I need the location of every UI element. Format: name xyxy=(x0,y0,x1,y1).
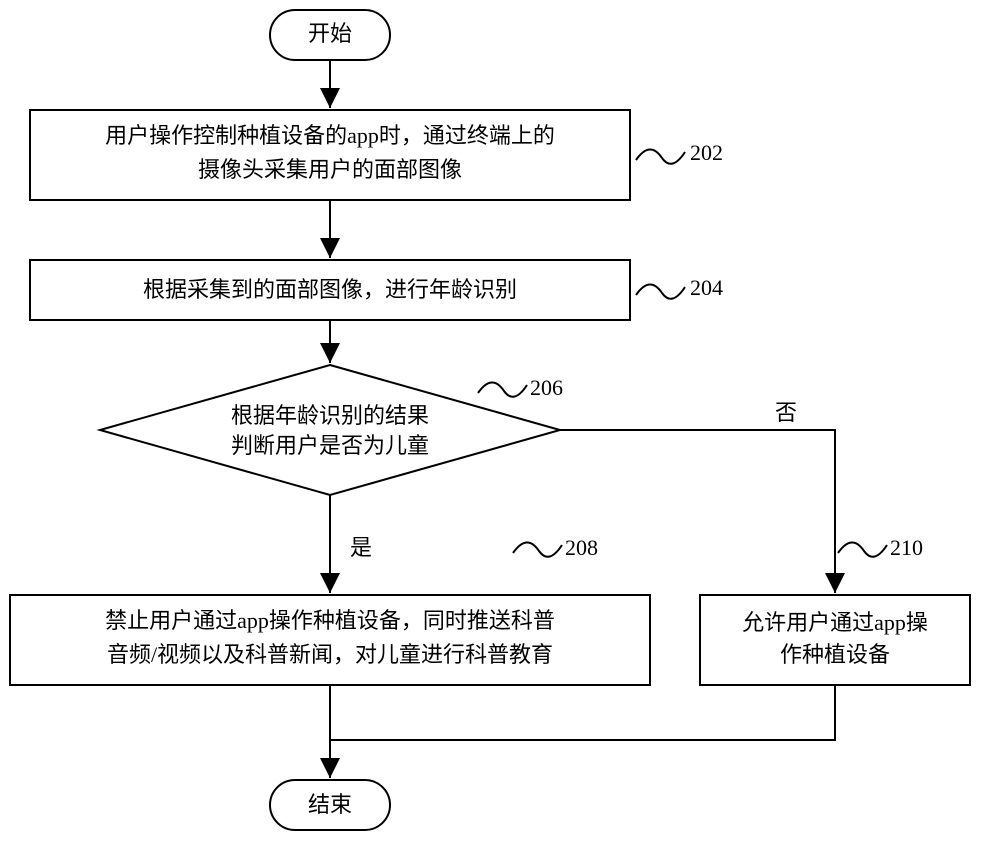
start-label: 开始 xyxy=(308,21,352,46)
step-206-diamond xyxy=(100,365,560,495)
step-204-line1: 根据采集到的面部图像，进行年龄识别 xyxy=(143,277,517,302)
step-210-box xyxy=(700,595,970,685)
step-208-line2: 音频/视频以及科普新闻，对儿童进行科普教育 xyxy=(107,642,553,667)
step-210-line1: 允许用户通过app操 xyxy=(742,610,928,635)
step-202-id-wave xyxy=(636,149,685,163)
step-204-id-wave xyxy=(636,284,685,298)
step-202-id: 202 xyxy=(690,140,723,165)
edge-210-merge xyxy=(330,685,835,740)
step-206-line1: 根据年龄识别的结果 xyxy=(231,403,429,428)
step-210-line2: 作种植设备 xyxy=(780,642,890,667)
yes-label: 是 xyxy=(350,535,372,560)
step-206-id: 206 xyxy=(530,375,563,400)
step-202-line2: 摄像头采集用户的面部图像 xyxy=(198,157,462,182)
step-208-id: 208 xyxy=(565,535,598,560)
step-206-line2: 判断用户是否为儿童 xyxy=(231,433,429,458)
no-label: 否 xyxy=(775,400,797,425)
edge-206-210 xyxy=(560,430,835,593)
step-208-id-wave xyxy=(513,542,562,556)
step-208-line1: 禁止用户通过app操作种植设备，同时推送科普 xyxy=(105,608,555,633)
step-204-id: 204 xyxy=(690,275,723,300)
step-210-id: 210 xyxy=(890,535,923,560)
step-210-id-wave xyxy=(838,542,887,556)
step-202-line1: 用户操作控制种植设备的app时，通过终端上的 xyxy=(105,123,555,148)
step-206-id-wave xyxy=(478,382,527,396)
end-label: 结束 xyxy=(308,792,352,817)
